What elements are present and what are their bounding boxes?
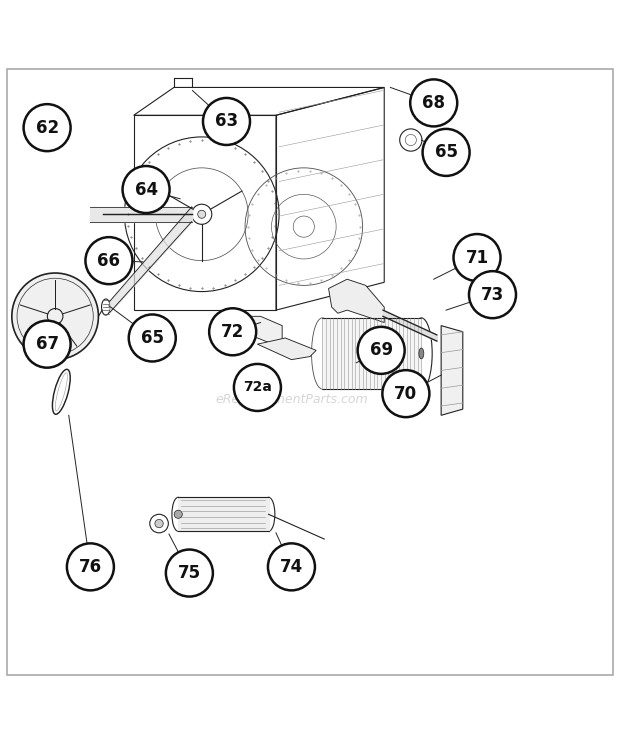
Ellipse shape xyxy=(419,348,424,359)
Circle shape xyxy=(358,327,405,373)
Circle shape xyxy=(67,543,114,591)
Text: 65: 65 xyxy=(435,144,458,161)
Circle shape xyxy=(453,234,500,281)
Polygon shape xyxy=(329,279,384,322)
Text: 74: 74 xyxy=(280,558,303,576)
Circle shape xyxy=(123,166,170,213)
Polygon shape xyxy=(242,316,282,344)
Text: 66: 66 xyxy=(97,251,120,269)
Text: 75: 75 xyxy=(178,564,201,582)
Circle shape xyxy=(234,364,281,411)
Text: 72: 72 xyxy=(221,323,244,341)
Circle shape xyxy=(423,129,469,176)
Circle shape xyxy=(12,273,99,359)
Text: 63: 63 xyxy=(215,112,238,130)
Circle shape xyxy=(24,321,71,368)
Circle shape xyxy=(166,550,213,597)
Circle shape xyxy=(174,510,182,519)
Circle shape xyxy=(86,237,133,284)
Polygon shape xyxy=(257,338,316,359)
Circle shape xyxy=(209,308,256,356)
Text: 70: 70 xyxy=(394,385,417,403)
Circle shape xyxy=(155,519,163,527)
Circle shape xyxy=(24,104,71,151)
Circle shape xyxy=(383,371,430,417)
Text: 71: 71 xyxy=(466,248,489,266)
Text: 73: 73 xyxy=(481,286,504,304)
Text: 64: 64 xyxy=(135,181,157,199)
Circle shape xyxy=(198,211,206,218)
Circle shape xyxy=(129,315,175,362)
Text: 68: 68 xyxy=(422,94,445,112)
Text: 76: 76 xyxy=(79,558,102,576)
Circle shape xyxy=(203,98,250,145)
Circle shape xyxy=(410,80,457,126)
Circle shape xyxy=(469,271,516,318)
Text: 65: 65 xyxy=(141,329,164,347)
Text: 69: 69 xyxy=(370,341,392,359)
Polygon shape xyxy=(441,326,463,415)
Text: 67: 67 xyxy=(35,335,59,353)
Text: 72a: 72a xyxy=(243,380,272,394)
Text: 62: 62 xyxy=(35,118,59,137)
Circle shape xyxy=(268,543,315,591)
Text: eReplacementParts.com: eReplacementParts.com xyxy=(215,394,368,406)
